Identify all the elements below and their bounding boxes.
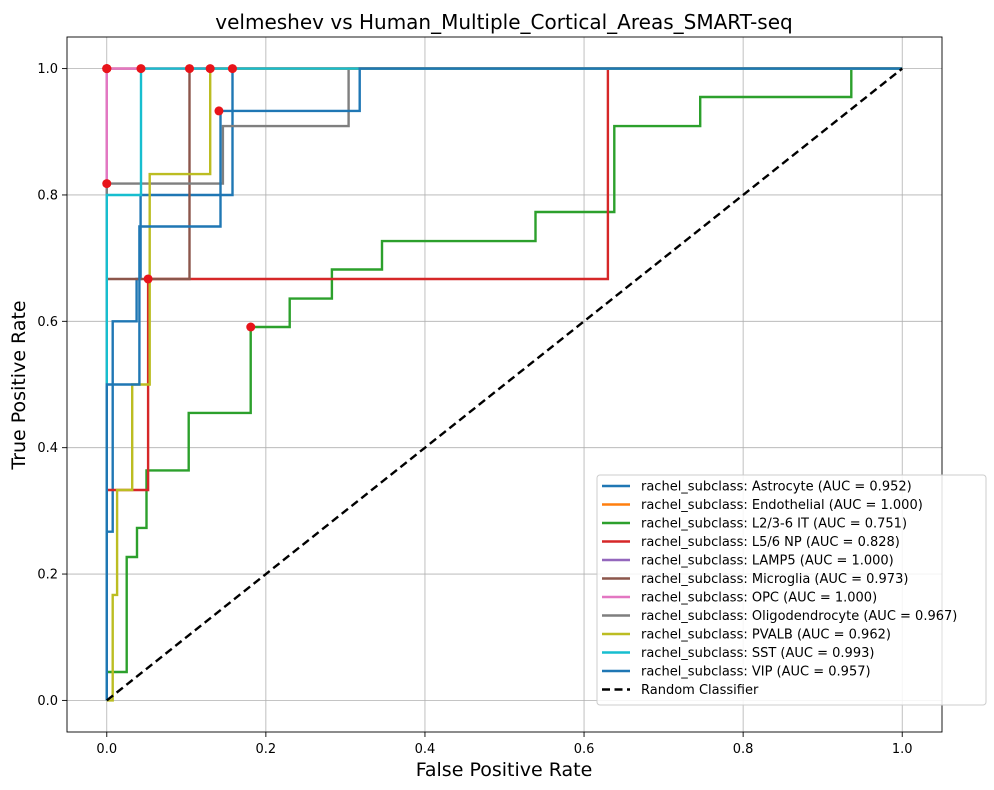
legend-label-rachel-subclass-sst-auc-0-993: rachel_subclass: SST (AUC = 0.993) (641, 646, 874, 661)
y-tick-label: 0.6 (37, 315, 58, 330)
legend-label-rachel-subclass-pvalb-auc-0-962: rachel_subclass: PVALB (AUC = 0.962) (641, 628, 891, 643)
x-axis-label: False Positive Rate (416, 759, 593, 781)
y-axis-label: True Positive Rate (8, 300, 30, 470)
threshold-point-rachel-subclass-sst-auc-0-993 (136, 64, 146, 74)
threshold-point-rachel-subclass-vip-auc-0-957 (214, 106, 224, 116)
legend-label-rachel-subclass-lamp5-auc-1-000: rachel_subclass: LAMP5 (AUC = 1.000) (641, 554, 894, 569)
series-line-random-classifier (106, 67, 903, 702)
x-tick-label: 0.6 (574, 742, 595, 757)
x-tick-label: 0.4 (415, 742, 436, 757)
y-tick-label: 0.2 (37, 568, 58, 583)
x-axis-ticks: 0.0 0.2 0.4 0.6 0.8 1.0 (96, 732, 913, 757)
legend-label-rachel-subclass-opc-auc-1-000: rachel_subclass: OPC (AUC = 1.000) (641, 591, 877, 606)
x-tick-label: 0.2 (256, 742, 277, 757)
threshold-point-rachel-subclass-oligodendrocyte-auc-0-967 (102, 179, 112, 189)
y-tick-label: 0.8 (37, 188, 58, 203)
legend-label-rachel-subclass-oligodendrocyte-auc-0-967: rachel_subclass: Oligodendrocyte (AUC = … (641, 609, 957, 624)
threshold-point-rachel-subclass-astrocyte-auc-0-952 (227, 64, 237, 74)
chart-title: velmeshev vs Human_Multiple_Cortical_Are… (215, 10, 792, 34)
threshold-point-rachel-subclass-pvalb-auc-0-962 (205, 64, 215, 74)
threshold-markers (102, 64, 256, 332)
plot-frame (66, 36, 943, 733)
legend-label-random-classifier: Random Classifier (641, 683, 759, 698)
threshold-point-rachel-subclass-l2-3-6-it-auc-0-751 (246, 322, 256, 332)
legend-box (596, 474, 987, 706)
y-axis-ticks: 0.0 0.2 0.4 0.6 0.8 1.0 (37, 62, 67, 709)
x-tick-label: 0.8 (733, 742, 754, 757)
x-tick-label: 1.0 (892, 742, 913, 757)
series-line-rachel-subclass-pvalb-auc-0-962 (106, 67, 903, 702)
legend-label-rachel-subclass-vip-auc-0-957: rachel_subclass: VIP (AUC = 0.957) (641, 665, 871, 680)
x-tick-label: 0.0 (96, 742, 117, 757)
threshold-point-rachel-subclass-microglia-auc-0-973 (185, 64, 194, 74)
legend-label-rachel-subclass-astrocyte-auc-0-952: rachel_subclass: Astrocyte (AUC = 0.952) (641, 480, 912, 495)
legend-label-rachel-subclass-microglia-auc-0-973: rachel_subclass: Microglia (AUC = 0.973) (641, 572, 908, 587)
threshold-point-rachel-subclass-l5-6-np-auc-0-828 (143, 274, 153, 284)
series-line-rachel-subclass-l2-3-6-it-auc-0-751 (105, 67, 903, 701)
y-tick-label: 1.0 (37, 62, 58, 77)
grid-lines (67, 37, 942, 732)
y-tick-label: 0.0 (37, 694, 58, 709)
y-tick-label: 0.4 (37, 441, 58, 456)
legend: rachel_subclass: Astrocyte (AUC = 0.952)… (596, 474, 987, 706)
legend-label-rachel-subclass-l5-6-np-auc-0-828: rachel_subclass: L5/6 NP (AUC = 0.828) (641, 535, 900, 550)
threshold-point-rachel-subclass-opc-auc-1-000 (102, 64, 112, 74)
legend-label-rachel-subclass-endothelial-auc-1-000: rachel_subclass: Endothelial (AUC = 1.00… (641, 498, 923, 513)
legend-label-rachel-subclass-l2-3-6-it-auc-0-751: rachel_subclass: L2/3-6 IT (AUC = 0.751) (641, 517, 907, 532)
series-line-rachel-subclass-vip-auc-0-957 (105, 67, 903, 701)
